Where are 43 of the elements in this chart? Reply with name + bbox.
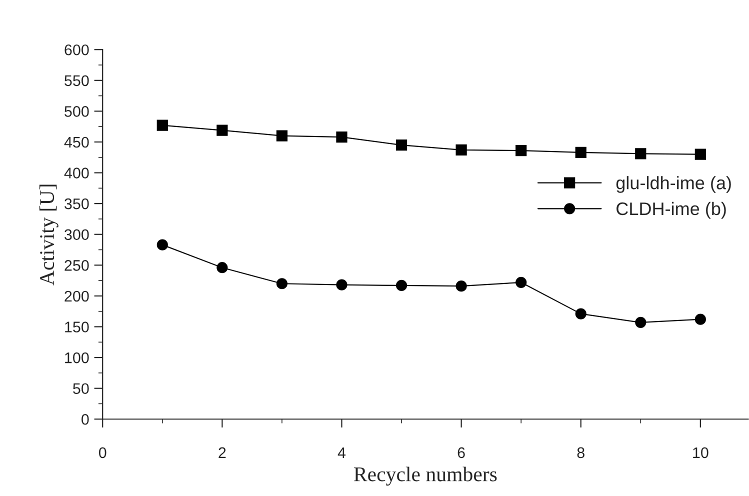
x-tick-label: 10 — [693, 447, 708, 458]
x-axis-title: Recycle numbers — [354, 466, 497, 486]
point — [456, 144, 467, 156]
y-tick-label: 0 — [82, 414, 89, 425]
x-tick-label: 2 — [218, 447, 226, 458]
point — [396, 280, 408, 292]
point — [216, 262, 228, 274]
point — [456, 280, 467, 292]
point — [635, 316, 646, 328]
y-tick-label: 450 — [64, 136, 89, 148]
point — [336, 131, 348, 143]
legend-label: CLDH-ime (b) — [616, 202, 726, 219]
point — [575, 146, 586, 158]
legend-label: glu-ldh-ime (a) — [616, 176, 731, 193]
y-tick-label: 150 — [65, 322, 89, 332]
point — [216, 124, 228, 136]
y-tick-label: 600 — [64, 44, 89, 56]
point — [276, 130, 288, 142]
point — [156, 239, 168, 250]
point — [694, 148, 706, 160]
y-tick-label: 500 — [64, 106, 89, 117]
point — [516, 145, 527, 156]
y-tick-label: 100 — [65, 352, 89, 364]
x-tick-label: 0 — [98, 447, 106, 458]
y-tick-label: 400 — [64, 168, 89, 178]
y-tick-label: 550 — [64, 75, 89, 86]
point — [396, 140, 408, 151]
y-axis-title: Activity [U] — [39, 184, 58, 286]
point — [575, 308, 586, 320]
x-tick-label: 6 — [458, 447, 465, 458]
point — [276, 278, 288, 290]
point — [635, 148, 646, 160]
point — [516, 276, 527, 288]
y-tick-label: 350 — [64, 198, 89, 210]
y-tick-label: 50 — [73, 383, 89, 394]
point — [336, 279, 348, 290]
point — [694, 314, 706, 325]
point — [156, 120, 168, 131]
x-tick-label: 4 — [338, 447, 346, 458]
x-tick-label: 8 — [577, 447, 584, 458]
y-tick-label: 250 — [64, 260, 89, 271]
y-tick-label: 200 — [64, 290, 89, 302]
y-tick-label: 300 — [64, 229, 89, 240]
